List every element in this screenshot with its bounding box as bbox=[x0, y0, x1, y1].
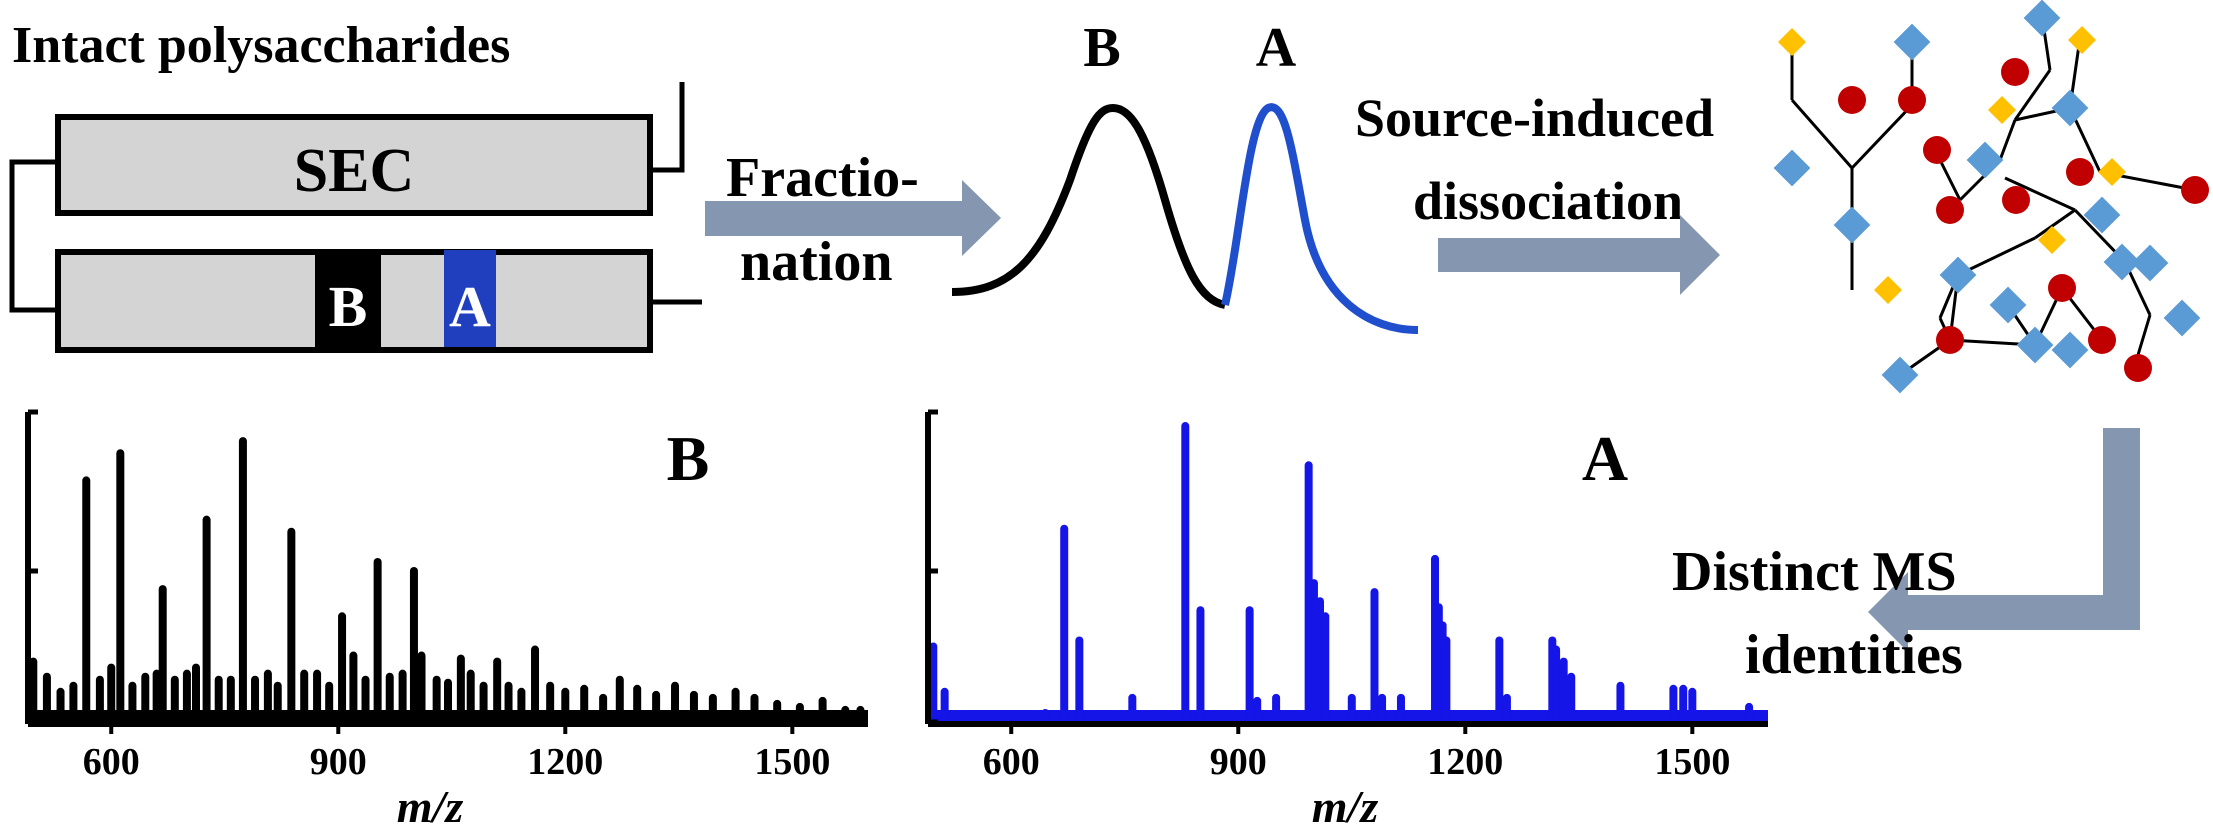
glycan-circle-icon bbox=[2066, 158, 2094, 186]
chromatogram: B A bbox=[951, 17, 1419, 334]
sec-column-panel: SEC B A bbox=[9, 82, 702, 353]
arrow-down-left-icon bbox=[1868, 428, 2140, 652]
chromatogram-peak-a-trace bbox=[1221, 103, 1419, 334]
glycan-square-icon bbox=[2023, 0, 2061, 37]
glycan-circle-icon bbox=[2048, 274, 2076, 302]
arrow-right-icon bbox=[1438, 215, 1720, 295]
spectrum-a-xlabel: m/z bbox=[1312, 781, 1379, 830]
ms-label-line2: identities bbox=[1745, 624, 1963, 686]
glycan-circle-icon bbox=[2001, 58, 2029, 86]
fraction-a-band-label: A bbox=[449, 274, 491, 339]
spectrum-a: A m/z 600 900 1200 1500 bbox=[925, 409, 1768, 830]
sid-label-line2: dissociation bbox=[1413, 171, 1683, 231]
glycan-square-icon bbox=[1773, 149, 1811, 187]
glycan-circle-icon bbox=[2181, 176, 2209, 204]
chromatogram-peak-b-label: B bbox=[1083, 17, 1120, 79]
glycan-square-icon bbox=[2051, 331, 2089, 369]
fractionation-step: Fractio- nation bbox=[705, 147, 1001, 293]
glycan-square-icon bbox=[2016, 326, 2054, 364]
glycan-diamond-icon bbox=[1778, 28, 1806, 56]
x-tick-label: 1200 bbox=[1427, 741, 1503, 783]
x-tick-label: 900 bbox=[1210, 741, 1267, 783]
sec-column-top bbox=[55, 114, 653, 216]
glycan-square-icon bbox=[1893, 23, 1931, 61]
diagram-title: Intact polysaccharides bbox=[12, 17, 510, 74]
glycan-diamond-icon bbox=[2068, 26, 2096, 54]
column-connector-right bbox=[650, 82, 685, 173]
glycan-square-icon bbox=[2051, 89, 2089, 127]
glycan-bond bbox=[1790, 99, 1854, 169]
glycan-bond bbox=[1998, 119, 2017, 161]
glycan-square-icon bbox=[1939, 256, 1977, 294]
spectrum-b: B m/z 600 900 1200 1500 bbox=[25, 409, 868, 830]
glycan-bond bbox=[1957, 236, 2036, 277]
glycan-square-icon bbox=[2163, 299, 2201, 337]
glycan-circle-icon bbox=[1936, 196, 1964, 224]
glycan-square-icon bbox=[1989, 286, 2027, 324]
glycan-circle-icon bbox=[1838, 86, 1866, 114]
spectrum-a-letter: A bbox=[1582, 423, 1628, 494]
glycan-diamond-icon bbox=[2038, 226, 2066, 254]
glycan-circle-icon bbox=[2124, 354, 2152, 382]
glycan-bond bbox=[2004, 176, 2076, 212]
glycan-square-icon bbox=[1833, 206, 1871, 244]
glycan-square-icon bbox=[2083, 196, 2121, 234]
glycan-diamond-icon bbox=[2098, 158, 2126, 186]
glycan-circle-icon bbox=[1898, 86, 1926, 114]
fraction-a-band bbox=[444, 250, 496, 347]
glycan-diamond-icon bbox=[1988, 96, 2016, 124]
x-tick-label: 1500 bbox=[1654, 741, 1730, 783]
ms-label-line1: Distinct MS bbox=[1672, 541, 1957, 603]
x-tick-label: 900 bbox=[310, 741, 367, 783]
glycan-bond bbox=[2013, 69, 2052, 121]
glycan-square-icon bbox=[2131, 244, 2169, 282]
fractionation-label-line2: nation bbox=[740, 231, 893, 293]
sid-label-line1: Source-induced bbox=[1355, 88, 1714, 148]
spectrum-b-xlabel: m/z bbox=[397, 781, 464, 830]
glycan-circle-icon bbox=[2088, 326, 2116, 354]
glycan-square-icon bbox=[1966, 141, 2004, 179]
x-tick-label: 600 bbox=[983, 741, 1040, 783]
glycan-square-icon bbox=[1881, 356, 1919, 394]
fraction-b-band bbox=[315, 255, 381, 347]
spectrum-b-letter: B bbox=[667, 423, 710, 494]
chromatogram-trace-icon bbox=[951, 103, 1227, 309]
sec-label: SEC bbox=[294, 137, 415, 205]
chromatogram-peak-a-label: A bbox=[1256, 17, 1297, 79]
glycan-structure-cluster-icon bbox=[1773, 0, 2209, 394]
glycan-circle-icon bbox=[1923, 136, 1951, 164]
x-tick-label: 600 bbox=[83, 741, 140, 783]
x-tick-label: 1500 bbox=[754, 741, 830, 783]
x-tick-label: 1200 bbox=[527, 741, 603, 783]
glycan-bond bbox=[2034, 208, 2076, 240]
glycan-circle-icon bbox=[1936, 326, 1964, 354]
glycan-square-icon bbox=[2103, 243, 2141, 281]
glycan-diamond-icon bbox=[1874, 276, 1902, 304]
arrow-right-icon bbox=[705, 180, 1001, 256]
column-connector-left bbox=[9, 159, 58, 313]
ms-step: Distinct MS identities bbox=[1672, 428, 2140, 686]
glycan-bond bbox=[1850, 103, 1914, 170]
fraction-b-band-label: B bbox=[329, 274, 368, 339]
sid-step: Source-induced dissociation bbox=[1355, 88, 1720, 295]
glycan-circle-icon bbox=[2002, 186, 2030, 214]
fractionation-label-line1: Fractio- bbox=[726, 147, 919, 209]
